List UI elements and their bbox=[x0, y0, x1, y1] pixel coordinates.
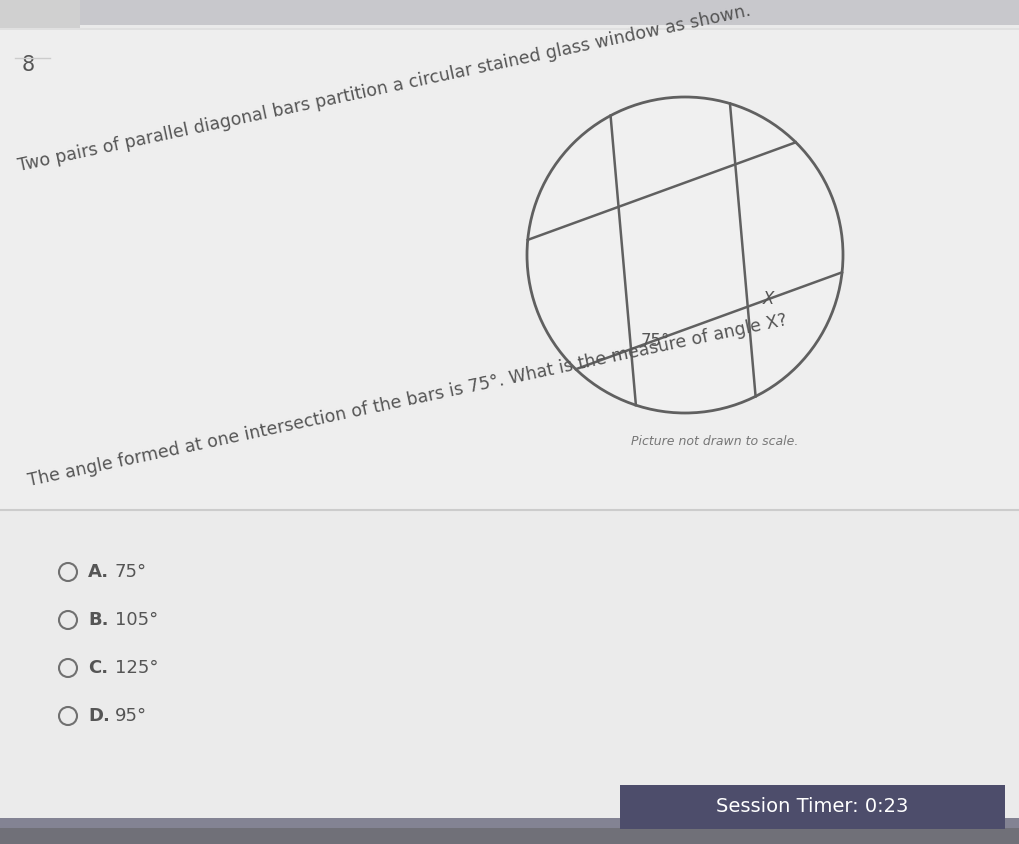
Bar bbox=[0, 464, 1019, 506]
Bar bbox=[0, 25, 1019, 515]
Bar bbox=[0, 30, 1019, 510]
Bar bbox=[0, 549, 1019, 591]
Text: A.: A. bbox=[88, 563, 109, 581]
Bar bbox=[0, 380, 1019, 422]
Text: B.: B. bbox=[88, 611, 108, 629]
Bar bbox=[0, 675, 1019, 717]
Bar bbox=[0, 295, 1019, 338]
Text: D.: D. bbox=[88, 707, 110, 725]
Text: 8: 8 bbox=[22, 55, 35, 75]
Bar bbox=[0, 0, 1019, 42]
Text: 95°: 95° bbox=[115, 707, 147, 725]
Bar bbox=[0, 338, 1019, 380]
Bar bbox=[0, 211, 1019, 253]
Bar bbox=[0, 28, 1019, 516]
Bar bbox=[0, 717, 1019, 760]
Bar bbox=[620, 785, 1005, 829]
Bar bbox=[0, 802, 1019, 844]
Text: C.: C. bbox=[88, 659, 108, 677]
Bar bbox=[0, 591, 1019, 633]
Text: The angle formed at one intersection of the bars is 75°. What is the measure of : The angle formed at one intersection of … bbox=[26, 311, 789, 490]
Text: X: X bbox=[763, 289, 774, 308]
Text: 125°: 125° bbox=[115, 659, 159, 677]
Bar bbox=[0, 508, 1019, 818]
Text: 105°: 105° bbox=[115, 611, 158, 629]
Bar bbox=[0, 506, 1019, 549]
Text: Two pairs of parallel diagonal bars partition a circular stained glass window as: Two pairs of parallel diagonal bars part… bbox=[16, 2, 752, 175]
Text: Session Timer: 0:23: Session Timer: 0:23 bbox=[716, 798, 909, 816]
Bar bbox=[0, 760, 1019, 802]
Bar bbox=[0, 828, 1019, 844]
Text: 75°: 75° bbox=[641, 333, 671, 350]
Bar bbox=[0, 42, 1019, 84]
Text: 75°: 75° bbox=[115, 563, 147, 581]
Circle shape bbox=[527, 97, 843, 413]
Bar bbox=[0, 422, 1019, 464]
Bar bbox=[0, 169, 1019, 211]
Bar bbox=[0, 127, 1019, 169]
Bar bbox=[0, 84, 1019, 127]
Bar bbox=[0, 0, 81, 28]
Bar bbox=[0, 633, 1019, 675]
Bar bbox=[0, 253, 1019, 295]
Text: Picture not drawn to scale.: Picture not drawn to scale. bbox=[632, 435, 799, 448]
